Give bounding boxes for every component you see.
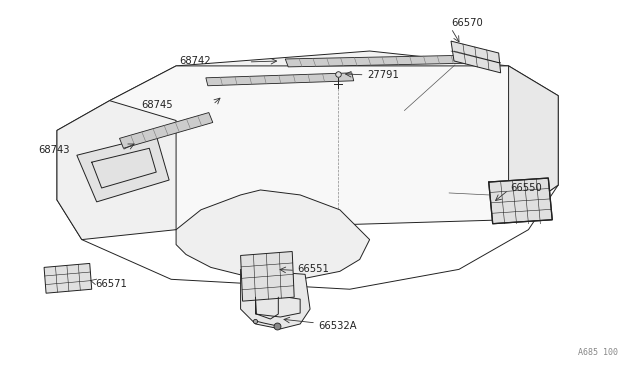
Polygon shape	[451, 41, 500, 73]
Polygon shape	[57, 101, 176, 240]
Polygon shape	[285, 55, 481, 67]
Polygon shape	[241, 251, 294, 301]
Polygon shape	[120, 113, 213, 148]
Text: 66570: 66570	[451, 18, 483, 28]
Text: A685 100: A685 100	[578, 348, 618, 357]
Text: 66551: 66551	[297, 264, 329, 275]
Text: 68745: 68745	[141, 100, 173, 110]
Text: 66571: 66571	[96, 279, 127, 289]
Polygon shape	[241, 269, 310, 329]
Text: 66532A: 66532A	[318, 321, 356, 331]
Text: 66550: 66550	[511, 183, 542, 193]
Polygon shape	[77, 135, 169, 202]
Text: 68743: 68743	[38, 145, 70, 155]
Polygon shape	[57, 66, 558, 230]
Polygon shape	[489, 178, 552, 224]
Polygon shape	[206, 73, 354, 86]
Polygon shape	[109, 51, 529, 131]
Text: 68742: 68742	[179, 56, 211, 66]
Polygon shape	[44, 263, 92, 293]
Polygon shape	[509, 66, 558, 220]
Text: 27791: 27791	[367, 70, 399, 80]
Polygon shape	[176, 190, 370, 279]
